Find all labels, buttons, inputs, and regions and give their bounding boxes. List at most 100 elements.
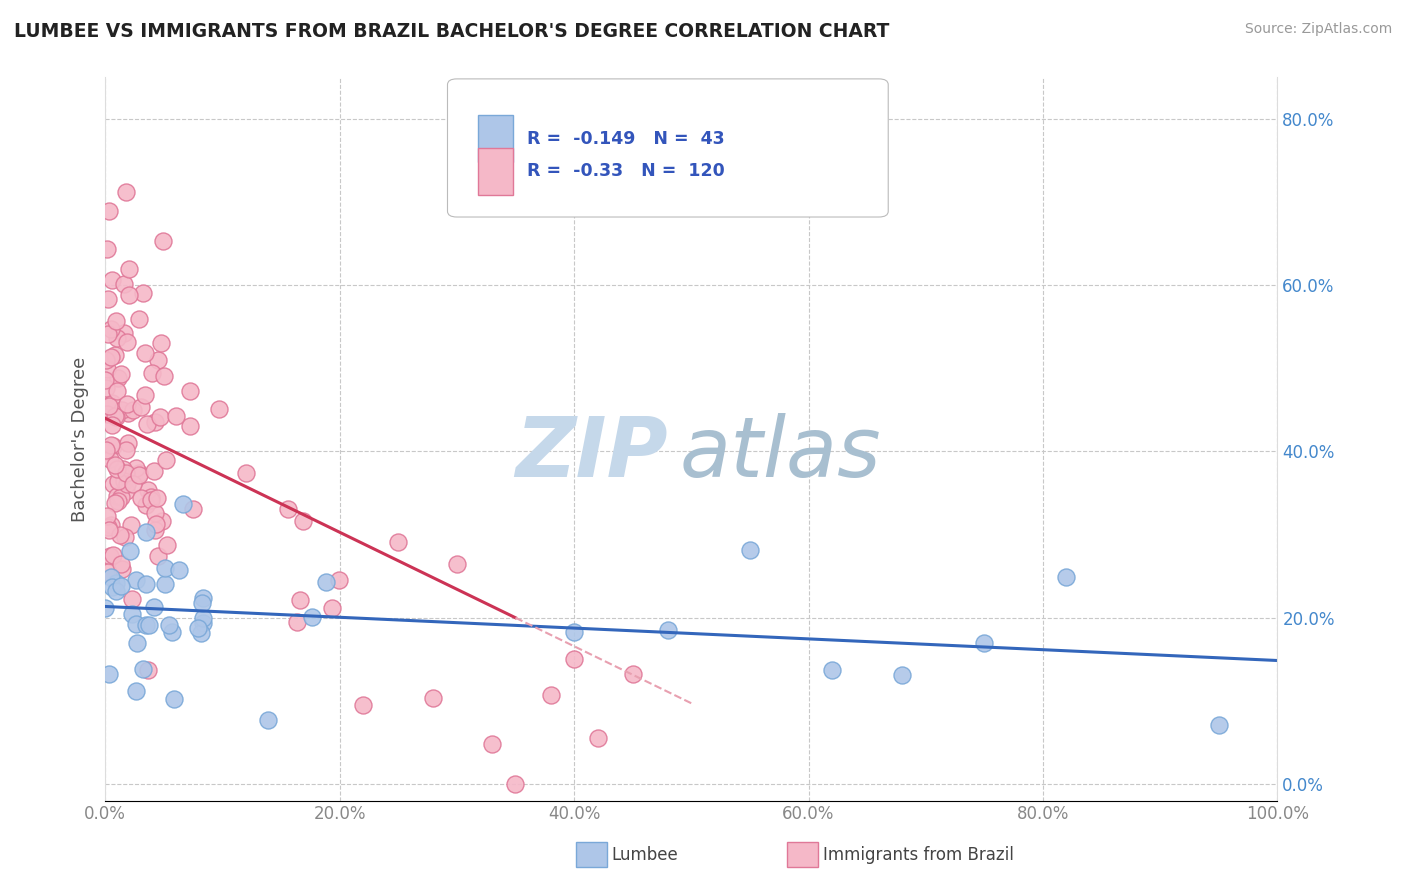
Point — [115, 442, 138, 457]
Point — [179, 418, 201, 433]
Point — [181, 501, 204, 516]
Point — [135, 524, 157, 539]
Point — [1208, 717, 1230, 731]
Point — [97, 566, 120, 580]
Point — [112, 326, 135, 341]
Point — [108, 528, 131, 542]
Point — [143, 464, 166, 478]
Point — [105, 462, 128, 476]
Point — [103, 458, 125, 472]
Point — [152, 234, 174, 248]
Point — [100, 517, 122, 532]
Point — [104, 496, 127, 510]
Point — [352, 698, 374, 712]
Point — [97, 326, 120, 341]
Point — [155, 561, 177, 575]
Text: ZIP: ZIP — [515, 413, 668, 494]
Point — [235, 466, 257, 480]
Point — [105, 331, 128, 345]
Point — [100, 322, 122, 336]
Point — [157, 618, 180, 632]
Point — [104, 409, 127, 423]
Point — [105, 576, 128, 591]
Point — [149, 410, 172, 425]
Point — [118, 262, 141, 277]
Point — [146, 491, 169, 506]
Point — [101, 396, 124, 410]
Point — [104, 314, 127, 328]
Point — [115, 477, 138, 491]
Point — [179, 384, 201, 398]
Point — [143, 506, 166, 520]
Point — [657, 623, 679, 637]
Point — [134, 346, 156, 360]
Point — [190, 625, 212, 640]
Point — [115, 467, 138, 481]
Point — [141, 366, 163, 380]
Point — [96, 407, 118, 421]
Point — [97, 520, 120, 534]
Point — [1054, 570, 1077, 584]
Point — [134, 388, 156, 402]
Point — [121, 607, 143, 622]
Point — [110, 367, 132, 381]
Point — [100, 350, 122, 364]
Point — [104, 584, 127, 599]
Point — [121, 477, 143, 491]
Point — [146, 549, 169, 563]
Point — [96, 362, 118, 376]
Point — [277, 502, 299, 516]
Point — [117, 436, 139, 450]
Point — [128, 312, 150, 326]
Point — [101, 418, 124, 433]
Point — [135, 498, 157, 512]
Point — [328, 574, 350, 588]
Point — [562, 624, 585, 639]
Point — [96, 242, 118, 256]
Point — [105, 409, 128, 424]
Point — [155, 577, 177, 591]
Point — [481, 738, 503, 752]
Point — [169, 563, 191, 577]
Point — [135, 577, 157, 591]
Point — [139, 490, 162, 504]
Point — [139, 493, 162, 508]
Point — [111, 403, 134, 417]
Point — [155, 453, 177, 467]
Point — [162, 691, 184, 706]
Point — [142, 600, 165, 615]
Point — [125, 460, 148, 475]
Point — [292, 514, 315, 528]
Point — [94, 381, 117, 395]
FancyBboxPatch shape — [447, 78, 889, 217]
Point — [191, 611, 214, 625]
Point — [153, 368, 176, 383]
Point — [128, 467, 150, 481]
Point — [132, 285, 155, 300]
Point — [121, 591, 143, 606]
Point — [125, 617, 148, 632]
Point — [315, 575, 337, 590]
Point — [162, 625, 184, 640]
Point — [191, 616, 214, 631]
Point — [191, 591, 214, 605]
Point — [150, 514, 173, 528]
Point — [115, 397, 138, 411]
Text: LUMBEE VS IMMIGRANTS FROM BRAZIL BACHELOR'S DEGREE CORRELATION CHART: LUMBEE VS IMMIGRANTS FROM BRAZIL BACHELO… — [14, 22, 890, 41]
Point — [301, 610, 323, 624]
Point — [98, 523, 121, 537]
Point — [288, 592, 311, 607]
Point — [118, 287, 141, 301]
Point — [321, 601, 343, 615]
Point — [100, 438, 122, 452]
Point — [94, 600, 117, 615]
Point — [738, 543, 761, 558]
Point — [101, 581, 124, 595]
Point — [94, 443, 117, 458]
Text: Immigrants from Brazil: Immigrants from Brazil — [823, 846, 1014, 863]
Point — [143, 524, 166, 538]
Point — [422, 690, 444, 705]
Point — [132, 662, 155, 676]
Point — [111, 562, 134, 576]
Point — [150, 335, 173, 350]
